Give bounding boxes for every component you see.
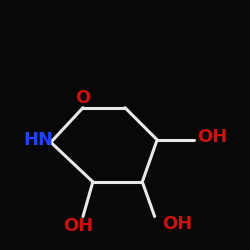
Text: HN: HN xyxy=(24,131,54,149)
Text: OH: OH xyxy=(63,217,93,235)
Text: O: O xyxy=(75,89,90,107)
Text: OH: OH xyxy=(162,215,192,233)
Text: OH: OH xyxy=(197,128,227,146)
